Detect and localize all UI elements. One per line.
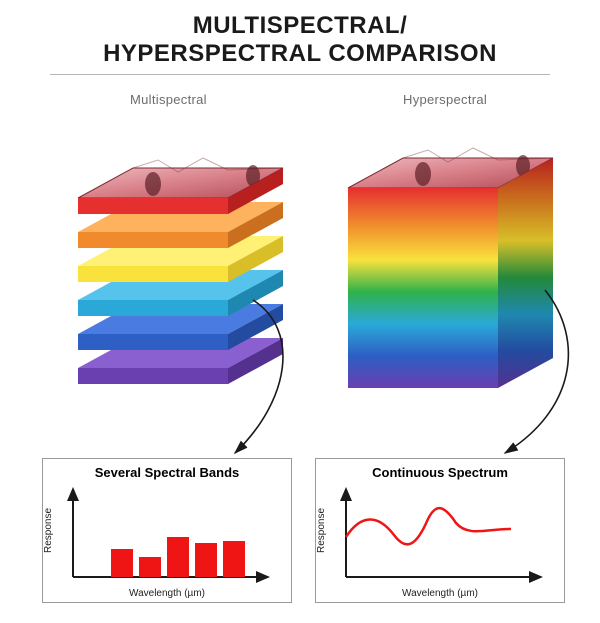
arrow-hyperspectral xyxy=(505,290,568,453)
panel-hyperspectral: Continuous Spectrum Response Wavelength … xyxy=(315,458,565,603)
panel-multispectral: Several Spectral Bands Response Waveleng… xyxy=(42,458,292,603)
continuous-line xyxy=(346,508,511,544)
bar xyxy=(139,557,161,577)
bar xyxy=(195,543,217,577)
panel-right-chart xyxy=(316,459,566,604)
bar xyxy=(167,537,189,577)
bars-group xyxy=(111,537,245,577)
bar xyxy=(223,541,245,577)
panel-left-chart xyxy=(43,459,293,604)
bar xyxy=(111,549,133,577)
arrow-multispectral xyxy=(235,300,283,453)
